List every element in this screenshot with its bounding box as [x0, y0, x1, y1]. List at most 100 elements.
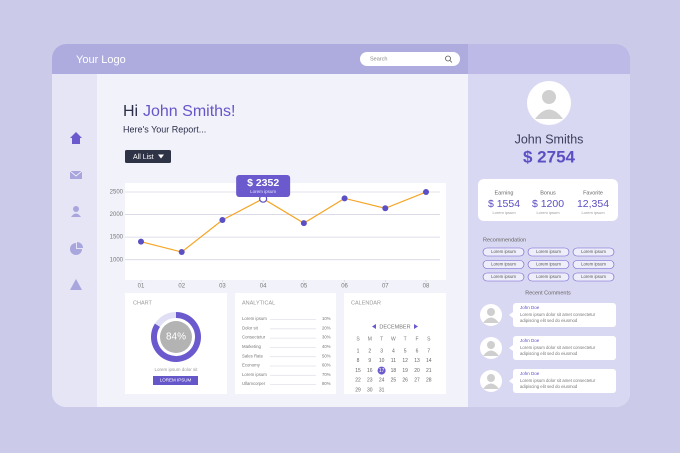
search-placeholder: Search — [370, 56, 387, 62]
avatar-head — [542, 90, 556, 104]
y-tick-label: 2000 — [110, 212, 124, 218]
filter-button[interactable] — [125, 150, 171, 163]
stat-value: 12,354 — [577, 198, 609, 210]
cal-day: 22 — [355, 378, 361, 384]
pill-label: Lorem ipsum — [491, 249, 516, 254]
panel-title: ANALYTICAL — [242, 300, 275, 306]
cal-day: 3 — [380, 348, 383, 354]
chart-area — [125, 183, 446, 280]
comment-bubble — [513, 336, 616, 360]
analytical-panel — [235, 293, 336, 394]
cal-day: 15 — [355, 368, 361, 374]
nav-mail[interactable] — [70, 171, 82, 179]
pill[interactable] — [572, 260, 615, 269]
greeting-name: John Smiths! — [143, 103, 235, 120]
x-tick-label: 06 — [341, 284, 348, 290]
comment-bubble — [513, 369, 616, 393]
panel-button[interactable] — [153, 376, 198, 385]
stat-value: $ 1200 — [532, 198, 564, 210]
stat-caption: Lorem ipsum — [536, 210, 560, 215]
nav-user[interactable] — [73, 206, 79, 212]
pill[interactable] — [482, 260, 525, 269]
ring-arc — [151, 312, 201, 362]
comment-text: Lorem ipsum dolor sit amet consectetur — [520, 378, 596, 383]
ring-label: 84% — [166, 332, 186, 343]
comment-text: adipiscing elit sed do eiusmod — [520, 318, 578, 323]
cal-day: 31 — [379, 388, 385, 394]
cal-day: 24 — [379, 378, 385, 384]
marker — [300, 220, 307, 227]
row-label: Ullamcorper — [242, 381, 266, 386]
comment-text: Lorem ipsum dolor sit amet consectetur — [520, 345, 596, 350]
row-label: Sales Rate — [242, 353, 264, 358]
y-tick-label: 1000 — [110, 257, 124, 263]
pill-label: Lorem ipsum — [581, 274, 606, 279]
nav-user-body — [71, 213, 81, 217]
stat-label: Favorite — [583, 190, 603, 196]
pill[interactable] — [482, 247, 525, 257]
cal-weekday: W — [391, 336, 396, 342]
search-icon[interactable] — [445, 55, 451, 62]
pill[interactable] — [527, 247, 570, 257]
marker — [138, 238, 144, 245]
comment-name: John Doe — [520, 338, 540, 343]
nav-chart-slice — [77, 242, 83, 248]
comment-avatar-body — [483, 383, 499, 389]
logo: Your Logo — [76, 54, 126, 66]
search-icon-handle — [449, 60, 453, 63]
panel-caption: Lorem ipsum dolor sit — [154, 367, 198, 372]
comment-text: adipiscing elit sed do eiusmod — [520, 351, 578, 356]
section-title: Recent Comments — [525, 290, 571, 296]
pill[interactable] — [572, 247, 615, 257]
pill-label: Lorem ipsum — [581, 249, 606, 254]
x-tick-label: 07 — [382, 284, 389, 290]
nav-home[interactable] — [70, 132, 82, 144]
cal-day: 21 — [426, 368, 432, 374]
row-label: Consectetur — [242, 335, 266, 340]
comment-bubble — [513, 303, 616, 327]
cal-month: DECEMBER — [379, 324, 410, 330]
search-box[interactable] — [360, 52, 460, 66]
cal-day: 5 — [404, 348, 407, 354]
cal-day: 17 — [379, 368, 385, 374]
section-title: Recommendation — [483, 237, 526, 243]
pill-label: Lorem ipsum — [581, 262, 606, 267]
cal-day: 14 — [426, 358, 432, 364]
marker — [423, 189, 429, 196]
row-value: 40% — [322, 344, 331, 349]
cal-day: 9 — [368, 358, 371, 364]
stat-caption: Lorem ipsum — [581, 210, 605, 215]
cal-weekday: F — [415, 336, 418, 342]
tooltip-value: $ 2352 — [247, 177, 279, 189]
x-tick-label: 05 — [301, 284, 308, 290]
comment-avatar-body — [483, 317, 499, 323]
pill-label: Lorem ipsum — [491, 262, 516, 267]
comment-pointer — [509, 378, 513, 384]
tooltip — [236, 175, 291, 197]
marker — [382, 205, 389, 212]
pill-label: Lorem ipsum — [536, 262, 561, 267]
cal-weekday: T — [404, 336, 407, 342]
pill[interactable] — [527, 272, 570, 282]
y-tick-label: 1500 — [110, 235, 124, 241]
pill[interactable] — [572, 272, 615, 282]
right-header — [468, 44, 630, 74]
comment-avatar-head — [487, 374, 495, 382]
row-label: Lorem ipsum — [242, 316, 267, 321]
nav-chart[interactable] — [70, 243, 82, 255]
sidebar — [52, 74, 97, 407]
cal-day: 25 — [391, 378, 397, 384]
pill[interactable] — [482, 272, 525, 282]
panel-button-label: LOREM IPSUM — [160, 378, 192, 383]
x-tick-label: 08 — [423, 284, 430, 290]
cal-day: 23 — [367, 378, 373, 384]
cal-weekday: S — [356, 336, 360, 342]
greeting-subtitle: Here's Your Report... — [123, 124, 206, 134]
pill[interactable] — [527, 260, 570, 269]
filter-label: All List — [133, 154, 154, 161]
cal-day: 8 — [357, 358, 360, 364]
x-tick-label: 03 — [219, 284, 226, 290]
comment-pointer — [509, 345, 513, 351]
nav-alert[interactable] — [70, 279, 82, 290]
